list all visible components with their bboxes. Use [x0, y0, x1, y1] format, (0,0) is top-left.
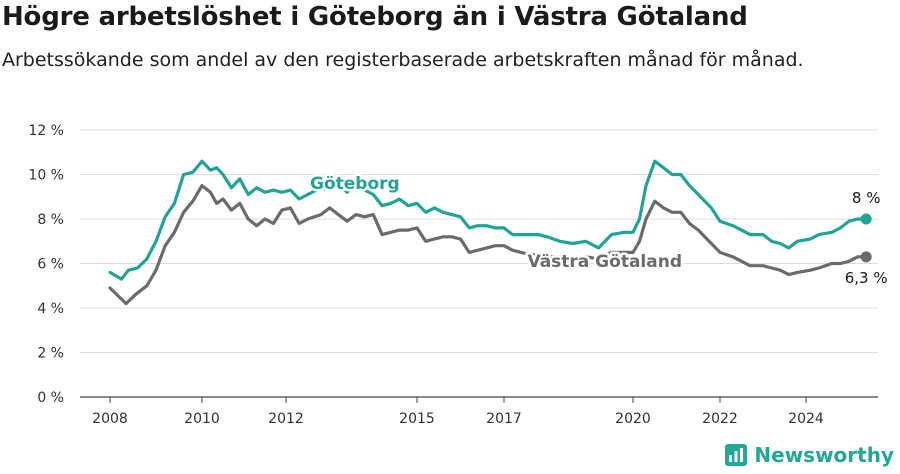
x-tick-label: 2020: [615, 411, 651, 427]
y-tick-label: 8 %: [37, 212, 64, 228]
end-value-label-v-stra-g-taland: 6,3 %: [845, 269, 888, 287]
y-tick-label: 0 %: [37, 390, 64, 406]
newsworthy-logo-icon: [725, 444, 748, 466]
series-name-label-v-stra-g-taland: Västra Götaland: [527, 252, 682, 272]
y-tick-label: 6 %: [37, 257, 64, 273]
series-name-label-g-teborg: Göteborg: [310, 174, 400, 194]
y-axis-tick-labels: 0 % 2 % 4 % 6 % 8 % 10 % 12 %: [28, 123, 64, 406]
end-value-label-g-teborg: 8 %: [852, 189, 881, 207]
x-tick-label: 2024: [788, 411, 824, 427]
series-lines: [108, 159, 872, 306]
x-tick-label: 2015: [399, 411, 435, 427]
x-tick-label: 2012: [268, 411, 304, 427]
x-axis: 2008 2010 2012 2015 2017 2020 2022 2024: [92, 397, 824, 427]
series-end-point-g-teborg: [860, 213, 872, 225]
x-tick-label: 2022: [702, 411, 738, 427]
y-tick-label: 4 %: [37, 301, 64, 317]
y-tick-label: 12 %: [28, 123, 64, 139]
brand-name: Newsworthy: [754, 443, 894, 467]
series-line-v-stra-g-taland: [108, 184, 868, 306]
series-name-halo: Västra Götaland: [527, 252, 682, 272]
gridlines: [80, 129, 878, 398]
chart-subtitle: Arbetssökande som andel av den registerb…: [2, 49, 804, 71]
series-end-point-v-stra-g-taland: [860, 251, 872, 263]
y-tick-label: 10 %: [28, 168, 64, 184]
x-tick-label: 2008: [92, 411, 128, 427]
newsworthy-brand: Newsworthy: [724, 440, 894, 470]
y-tick-label: 2 %: [37, 346, 64, 362]
x-tick-label: 2017: [486, 411, 522, 427]
series-name-halo: Göteborg: [310, 174, 400, 194]
series-line-g-teborg: [108, 159, 868, 281]
chart-title: Högre arbetslöshet i Göteborg än i Västr…: [2, 2, 748, 32]
x-tick-label: 2010: [184, 411, 220, 427]
